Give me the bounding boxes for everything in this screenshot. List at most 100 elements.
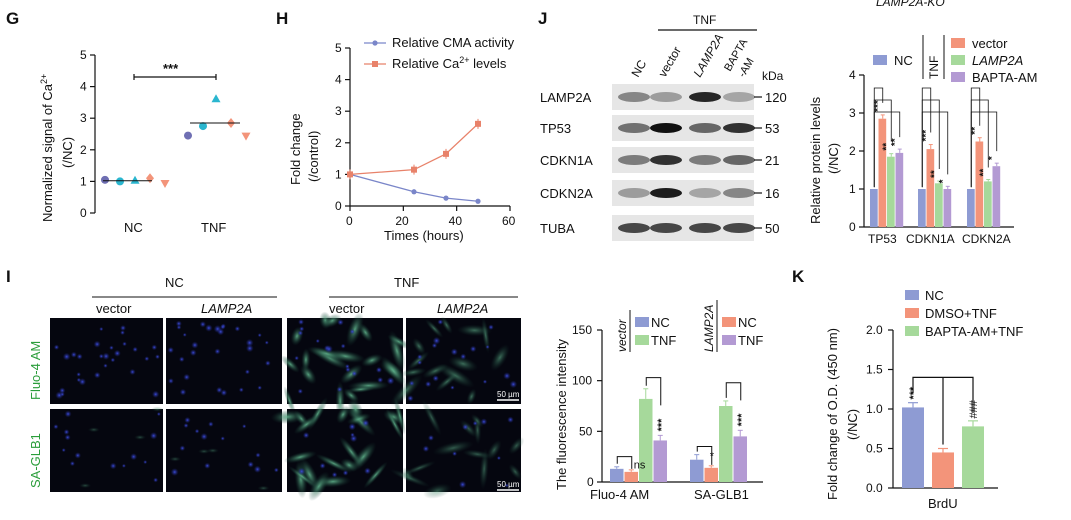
- i-significance: *: [710, 451, 715, 463]
- j-blot-band: [618, 188, 650, 198]
- i-nucleus: [417, 354, 423, 360]
- j-xtick-label: CDKN1A: [906, 232, 955, 246]
- i-nucleus: [297, 467, 306, 476]
- i-nucleus: [298, 319, 305, 325]
- g-point: [160, 179, 170, 188]
- i-nucleus: [325, 345, 333, 354]
- k-bar: [962, 426, 984, 488]
- j-bracket: [921, 111, 949, 188]
- i-nucleus: [69, 460, 76, 467]
- j-blot-label: CDKN2A: [540, 186, 593, 201]
- i-nucleus: [199, 321, 207, 328]
- i-nucleus: [503, 372, 511, 380]
- i-nucleus: [220, 389, 228, 397]
- k-significance-hash: ###: [968, 399, 980, 418]
- i-legend-tnf-2: TNF: [738, 333, 763, 348]
- h-ylabel: Fold change: [288, 113, 303, 185]
- i-nucleus: [53, 424, 59, 430]
- i-bar: [624, 471, 638, 482]
- i-nucleus: [319, 462, 326, 469]
- j-blot-band: [650, 223, 682, 233]
- i-nucleus: [59, 391, 65, 397]
- j-mw-label: 50: [765, 221, 779, 236]
- j-blot-band: [689, 223, 721, 233]
- i-nucleus: [509, 380, 518, 389]
- i-ytick-label: 100: [572, 374, 592, 388]
- panel-i-images: NC TNF vector LAMP2A vector LAMP2A Fluo-…: [28, 275, 525, 502]
- i-nucleus: [61, 448, 66, 453]
- j-lane-vector: vector: [655, 44, 683, 79]
- i-nucleus: [151, 390, 160, 399]
- i-nucleus: [504, 483, 509, 488]
- i-cell: [308, 471, 330, 502]
- j-lane-nc: NC: [628, 57, 649, 79]
- i-nucleus: [178, 356, 185, 363]
- k-ytick-label: 1.0: [866, 402, 883, 416]
- k-legend-bapta: BAPTA-AM+TNF: [925, 324, 1023, 339]
- h-ytick-label: 2: [335, 136, 342, 150]
- i-nucleus: [472, 420, 478, 426]
- i-nucleus: [496, 456, 501, 461]
- i-micrograph: [166, 409, 282, 492]
- j-blot-band: [618, 92, 650, 102]
- k-legend-nc: NC: [925, 288, 944, 303]
- i-col-lamp2a-nc: LAMP2A: [201, 301, 252, 316]
- i-nucleus: [264, 340, 269, 345]
- j-significance: **: [970, 127, 981, 135]
- j-blot-label: CDKN1A: [540, 153, 593, 168]
- j-legend-nc: NC: [894, 53, 913, 68]
- i-nucleus: [93, 340, 101, 348]
- j-ylabel: Relative protein levels: [808, 96, 823, 224]
- j-blot-band: [650, 123, 682, 133]
- i-nucleus: [168, 378, 174, 384]
- i-nucleus: [76, 353, 83, 360]
- i-cell: [486, 439, 502, 460]
- i-nucleus: [156, 412, 161, 417]
- k-ytick-label: 1.5: [866, 363, 883, 377]
- h-xtick-label: 40: [449, 214, 463, 228]
- j-significance: ***: [873, 100, 884, 112]
- j-bracket: [970, 111, 998, 188]
- i-cell: [422, 363, 449, 379]
- k-bar: [902, 407, 924, 488]
- j-blot-label: TUBA: [540, 221, 575, 236]
- i-nucleus: [244, 369, 250, 375]
- i-cell: [425, 319, 444, 338]
- j-blot-band: [650, 155, 682, 165]
- i-nucleus: [350, 432, 355, 438]
- i-nucleus: [217, 328, 225, 336]
- i-bar: [704, 467, 718, 482]
- g-xtick-tnf: TNF: [201, 220, 226, 235]
- i-row-saglb1: SA-GLB1: [28, 433, 43, 488]
- j-blot-band: [689, 123, 721, 133]
- k-ytick-label: 2.0: [866, 323, 883, 337]
- i-cell: [347, 398, 364, 420]
- i-xtick-label: Fluo-4 AM: [590, 487, 649, 502]
- i-cell: [508, 437, 525, 455]
- i-nucleus: [76, 372, 81, 377]
- i-bar: [653, 440, 667, 482]
- j-title: LAMP2A-KO: [876, 0, 945, 9]
- i-nucleus: [120, 330, 125, 336]
- i-cell: [481, 317, 490, 354]
- i-nucleus: [469, 345, 477, 353]
- i-nucleus: [458, 480, 467, 489]
- i-cell: [307, 346, 347, 362]
- g-ytick-label: 3: [80, 111, 87, 125]
- i-cell: [380, 356, 407, 387]
- i-nucleus: [462, 423, 469, 431]
- i-cell: [134, 434, 147, 440]
- panel-label-j: J: [538, 9, 547, 28]
- i-scale-2: 50 µm: [497, 480, 520, 489]
- i-nucleus: [64, 434, 71, 441]
- g-ytick-label: 2: [80, 143, 87, 157]
- i-nucleus: [247, 461, 254, 468]
- g-point: [116, 177, 124, 186]
- i-legend-vector: vector: [615, 318, 629, 352]
- j-bar: [935, 183, 943, 227]
- i-nucleus: [182, 332, 187, 337]
- j-lane-lamp2a: LAMP2A: [690, 31, 726, 79]
- i-nucleus: [408, 380, 415, 387]
- i-cell: [421, 399, 442, 436]
